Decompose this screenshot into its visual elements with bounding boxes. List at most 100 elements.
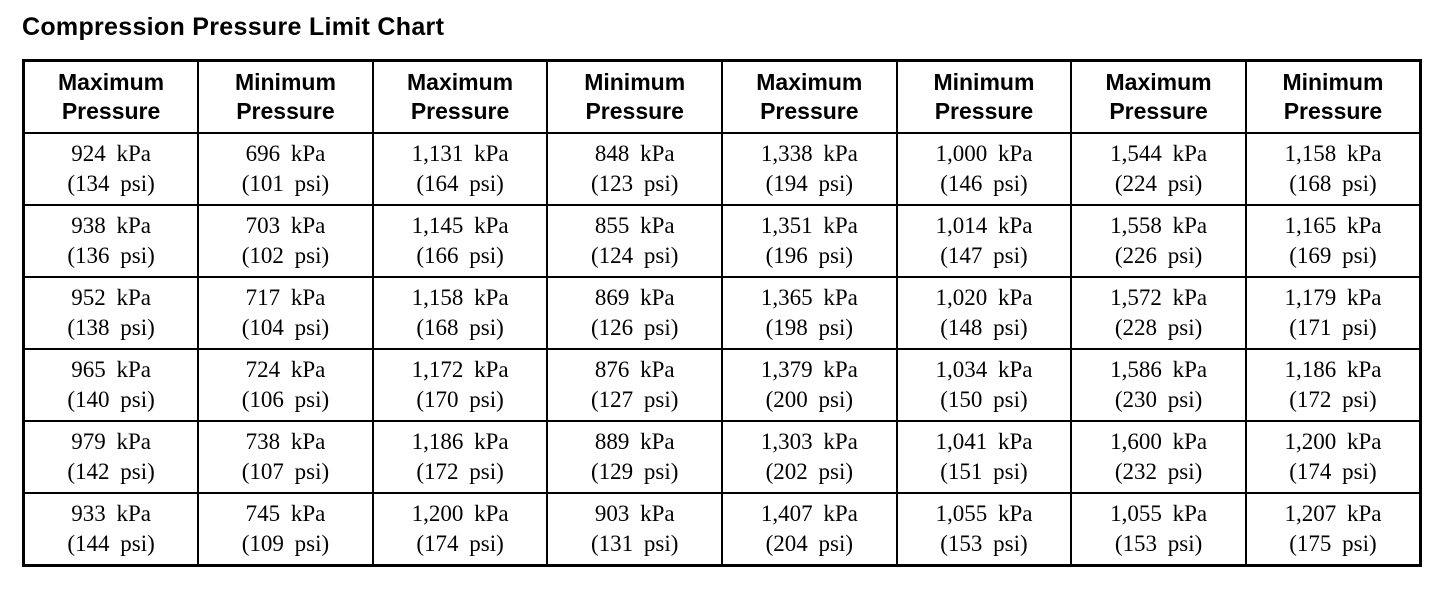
kpa-value: 1,558 kPa [1110, 212, 1208, 238]
kpa-value: 1,158 kPa [411, 284, 509, 310]
kpa-value: 1,338 kPa [760, 140, 858, 166]
psi-value: (131 psi) [590, 530, 679, 556]
kpa-value: 1,158 kPa [1284, 140, 1382, 166]
kpa-value: 1,000 kPa [935, 140, 1033, 166]
kpa-value: 738 kPa [245, 428, 326, 454]
psi-value: (101 psi) [241, 170, 330, 196]
table-cell: 1,303 kPa (202 psi) [721, 419, 898, 494]
table-cell: 1,600 kPa (232 psi) [1070, 419, 1247, 494]
table-cell: 1,186 kPa (172 psi) [371, 419, 549, 494]
kpa-value: 1,379 kPa [760, 356, 858, 382]
kpa-value: 1,572 kPa [1110, 284, 1208, 310]
psi-value: (142 psi) [67, 458, 155, 484]
table-cell: 1,338 kPa (194 psi) [721, 131, 898, 206]
psi-value: (169 psi) [1289, 242, 1377, 268]
kpa-value: 938 kPa [71, 212, 151, 238]
psi-value: (106 psi) [241, 386, 330, 412]
kpa-value: 1,207 kPa [1284, 500, 1382, 526]
psi-value: (226 psi) [1114, 242, 1203, 268]
table-cell: 1,407 kPa (204 psi) [721, 491, 898, 566]
psi-value: (166 psi) [416, 242, 504, 268]
table-row: 938 kPa (136 psi) 703 kPa (102 psi) 1,145 kP… [22, 203, 1422, 278]
header-row: Maximum Pressure Minimum Pressure Maximum … [22, 59, 1422, 134]
table-cell: 738 kPa (107 psi) [197, 419, 374, 494]
kpa-value: 717 kPa [245, 284, 326, 310]
kpa-value: 1,600 kPa [1110, 428, 1208, 454]
table-cell: 952 kPa (138 psi) [22, 275, 200, 350]
table-cell: 703 kPa (102 psi) [197, 203, 374, 278]
kpa-value: 924 kPa [71, 140, 151, 166]
psi-value: (196 psi) [765, 242, 854, 268]
table-header: Maximum Pressure Minimum Pressure Maximum … [22, 59, 1422, 134]
psi-value: (124 psi) [590, 242, 679, 268]
psi-value: (198 psi) [765, 314, 854, 340]
table-cell: 869 kPa (126 psi) [546, 275, 723, 350]
psi-value: (146 psi) [940, 170, 1028, 196]
table-row: 924 kPa (134 psi) 696 kPa (101 psi) 1,131 kP… [22, 131, 1422, 206]
psi-value: (202 psi) [765, 458, 854, 484]
psi-value: (147 psi) [940, 242, 1028, 268]
psi-value: (164 psi) [416, 170, 504, 196]
table-cell: 1,020 kPa (148 psi) [895, 275, 1073, 350]
table-cell: 1,186 kPa (172 psi) [1244, 347, 1422, 422]
kpa-value: 869 kPa [594, 284, 675, 310]
psi-value: (200 psi) [765, 386, 854, 412]
column-header: Minimum Pressure [546, 59, 723, 134]
kpa-value: 933 kPa [71, 500, 151, 526]
table-cell: 855 kPa (124 psi) [546, 203, 723, 278]
table-cell: 1,179 kPa (171 psi) [1244, 275, 1422, 350]
kpa-value: 1,055 kPa [1110, 500, 1208, 526]
psi-value: (151 psi) [940, 458, 1028, 484]
psi-value: (175 psi) [1289, 530, 1377, 556]
kpa-value: 1,020 kPa [935, 284, 1033, 310]
table-cell: 1,014 kPa (147 psi) [895, 203, 1073, 278]
kpa-value: 1,179 kPa [1284, 284, 1382, 310]
table-cell: 1,172 kPa (170 psi) [371, 347, 549, 422]
psi-value: (136 psi) [67, 242, 155, 268]
table-cell: 848 kPa (123 psi) [546, 131, 723, 206]
kpa-value: 1,200 kPa [411, 500, 509, 526]
kpa-value: 1,041 kPa [935, 428, 1033, 454]
table-body: 924 kPa (134 psi) 696 kPa (101 psi) 1,131 kP… [22, 131, 1422, 566]
kpa-value: 1,586 kPa [1110, 356, 1208, 382]
kpa-value: 745 kPa [245, 500, 326, 526]
table-cell: 1,000 kPa (146 psi) [895, 131, 1073, 206]
table-cell: 1,572 kPa (228 psi) [1070, 275, 1247, 350]
kpa-value: 965 kPa [71, 356, 151, 382]
kpa-value: 876 kPa [594, 356, 675, 382]
table-cell: 1,055 kPa (153 psi) [895, 491, 1073, 566]
table-cell: 1,055 kPa (153 psi) [1070, 491, 1247, 566]
compression-pressure-table: Maximum Pressure Minimum Pressure Maximum … [22, 58, 1422, 567]
psi-value: (172 psi) [416, 458, 504, 484]
kpa-value: 1,014 kPa [935, 212, 1033, 238]
kpa-value: 1,172 kPa [411, 356, 509, 382]
table-row: 952 kPa (138 psi) 717 kPa (104 psi) 1,158 kP… [22, 275, 1422, 350]
table-row: 965 kPa (140 psi) 724 kPa (106 psi) 1,172 kP… [22, 347, 1422, 422]
psi-value: (153 psi) [1114, 530, 1203, 556]
psi-value: (144 psi) [67, 530, 155, 556]
table-cell: 1,207 kPa (175 psi) [1244, 491, 1422, 566]
kpa-value: 1,303 kPa [760, 428, 858, 454]
kpa-value: 889 kPa [594, 428, 675, 454]
table-cell: 1,041 kPa (151 psi) [895, 419, 1073, 494]
table-cell: 965 kPa (140 psi) [22, 347, 200, 422]
table-cell: 1,365 kPa (198 psi) [721, 275, 898, 350]
column-header: Maximum Pressure [1070, 59, 1247, 134]
table-cell: 1,158 kPa (168 psi) [371, 275, 549, 350]
kpa-value: 1,145 kPa [411, 212, 509, 238]
column-header: Minimum Pressure [197, 59, 374, 134]
table-cell: 979 kPa (142 psi) [22, 419, 200, 494]
psi-value: (138 psi) [67, 314, 155, 340]
psi-value: (134 psi) [67, 170, 155, 196]
psi-value: (148 psi) [940, 314, 1028, 340]
table-cell: 889 kPa (129 psi) [546, 419, 723, 494]
psi-value: (174 psi) [1289, 458, 1377, 484]
table-cell: 1,586 kPa (230 psi) [1070, 347, 1247, 422]
psi-value: (140 psi) [67, 386, 155, 412]
table-cell: 1,145 kPa (166 psi) [371, 203, 549, 278]
psi-value: (204 psi) [765, 530, 854, 556]
psi-value: (232 psi) [1114, 458, 1203, 484]
table-cell: 745 kPa (109 psi) [197, 491, 374, 566]
psi-value: (230 psi) [1114, 386, 1203, 412]
